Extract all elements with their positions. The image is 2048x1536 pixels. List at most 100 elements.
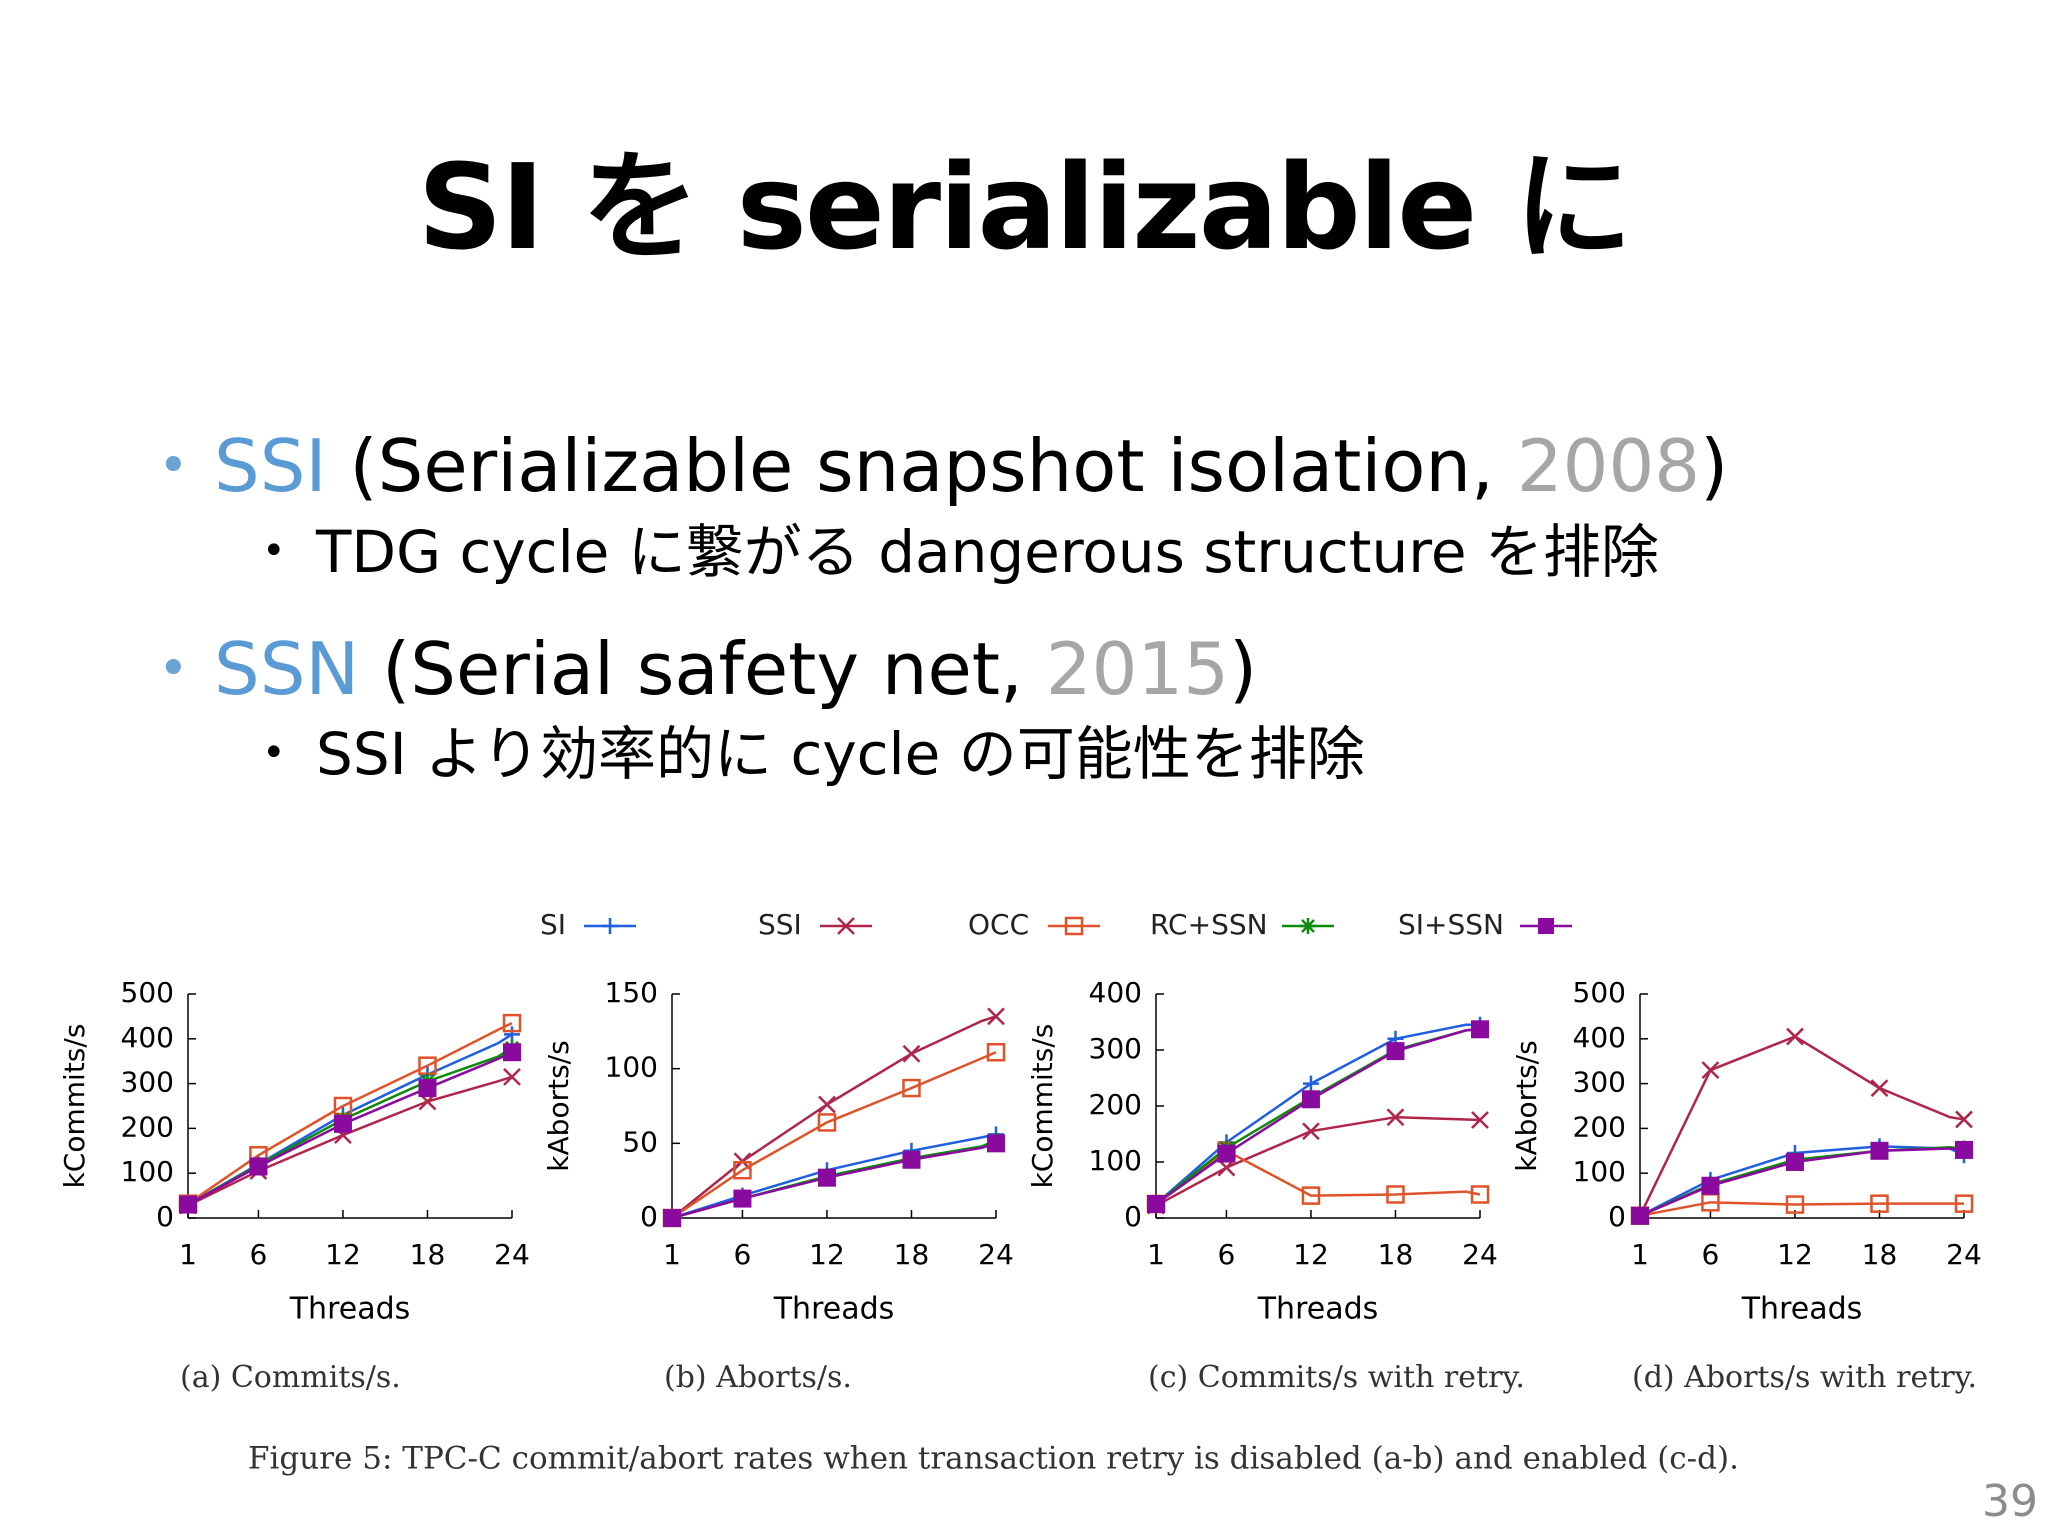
bullet-ssi: • SSI (Serializable snapshot isolation, 2… (158, 430, 1728, 502)
x-axis-label: Threads (289, 1292, 411, 1327)
sub-bullet-dot-icon: • (262, 528, 286, 574)
data-point-SSI (1471, 1111, 1489, 1129)
data-point-SI (1302, 1075, 1319, 1092)
x-tick-label: 1 (663, 1238, 681, 1271)
data-point-SI+SSN (733, 1189, 752, 1208)
y-tick-label: 200 (121, 1110, 174, 1143)
panel-subcaption: (b) Aborts/s. (664, 1360, 852, 1395)
y-tick-label: 400 (1573, 1021, 1626, 1054)
series-line-SSI (1155, 1115, 1481, 1207)
x-tick-label: 12 (1293, 1238, 1329, 1271)
series-line-SI+SSN (187, 1051, 513, 1206)
series-line-SI+SSN (1639, 1147, 1965, 1217)
sub-bullet-ssi: • TDG cycle に繋がる dangerous structure を排除 (262, 523, 1659, 581)
data-point-SI+SSN (1701, 1176, 1720, 1195)
x-tick-label: 24 (494, 1238, 530, 1271)
y-tick-label: 100 (1089, 1144, 1142, 1177)
x-tick-label: 6 (1218, 1238, 1236, 1271)
panel-subcaption: (c) Commits/s with retry. (1148, 1360, 1525, 1395)
data-point-SI+SSN (1631, 1206, 1649, 1225)
data-point-SI+SSN (1870, 1141, 1889, 1160)
series-line-SI+SSN (1155, 1028, 1481, 1206)
y-tick-label: 100 (121, 1155, 174, 1188)
y-tick-label: 0 (640, 1200, 658, 1233)
data-point-SSI (1955, 1110, 1973, 1129)
series-line-SSI (1638, 1035, 1965, 1217)
bullet-close: ) (1229, 627, 1258, 711)
x-tick-label: 6 (1702, 1238, 1720, 1271)
bullet-dot-icon: • (158, 639, 189, 699)
x-tick-label: 18 (1378, 1238, 1414, 1271)
bullet-dot-icon: • (158, 436, 189, 496)
y-tick-label: 300 (121, 1066, 174, 1099)
panel-subcaption: (d) Aborts/s with retry. (1632, 1360, 1977, 1395)
y-tick-label: 0 (1124, 1200, 1142, 1233)
series-line-RC+SSN (1155, 1027, 1481, 1205)
legend-marker-SI (602, 918, 618, 934)
series-line-OCC (1639, 1201, 1964, 1217)
data-point-SSI (1302, 1122, 1320, 1141)
data-point-SSI (503, 1067, 521, 1086)
data-point-OCC (1785, 1195, 1805, 1214)
series-line-OCC (671, 1051, 997, 1220)
data-point-SI+SSN (817, 1168, 836, 1187)
data-point-SI+SSN (333, 1114, 352, 1133)
data-point-SSI (987, 1007, 1005, 1026)
legend-marker-RC+SSN (1300, 918, 1316, 934)
bullet-year: 2008 (1516, 424, 1701, 508)
sub-bullet-text: SSI より効率的に cycle の可能性を排除 (316, 720, 1365, 788)
panel-subcaption: (a) Commits/s. (180, 1360, 401, 1395)
legend-label-OCC: OCC (968, 908, 1029, 941)
y-tick-label: 150 (605, 976, 658, 1009)
legend-label-SSI: SSI (758, 908, 802, 941)
y-tick-label: 500 (1573, 976, 1626, 1009)
series-line-SSI (187, 1075, 513, 1207)
y-axis-label: kCommits/s (58, 1024, 91, 1189)
x-axis-label: Threads (1741, 1292, 1863, 1327)
x-axis-label: Threads (773, 1292, 895, 1327)
y-tick-label: 400 (121, 1021, 174, 1054)
data-point-SSI (818, 1095, 836, 1114)
data-point-SI+SSN (663, 1209, 681, 1227)
data-point-OCC (902, 1078, 921, 1098)
x-tick-label: 1 (1147, 1238, 1165, 1271)
y-tick-label: 200 (1573, 1110, 1626, 1143)
y-axis-label: kAborts/s (542, 1040, 575, 1171)
bullet-ssn: • SSN (Serial safety net, 2015) (158, 633, 1257, 705)
x-axis-label: Threads (1257, 1292, 1379, 1327)
data-point-SSI (1386, 1108, 1405, 1127)
data-point-SSI (1701, 1061, 1720, 1080)
series-line-SI+SSN (671, 1142, 997, 1220)
y-tick-label: 400 (1089, 976, 1142, 1009)
bullet-year: 2015 (1045, 627, 1230, 711)
data-point-OCC (502, 1013, 522, 1033)
sub-bullet-text: TDG cycle に繋がる dangerous structure を排除 (316, 518, 1659, 586)
legend-label-SI: SI (540, 908, 566, 941)
data-point-OCC (733, 1160, 752, 1180)
y-tick-label: 300 (1089, 1032, 1142, 1065)
x-tick-label: 12 (1777, 1238, 1813, 1271)
data-point-OCC (1470, 1185, 1490, 1204)
data-point-SI+SSN (1785, 1153, 1804, 1171)
y-tick-label: 0 (1608, 1200, 1626, 1233)
data-point-SSI (902, 1044, 921, 1063)
data-point-SI+SSN (418, 1079, 437, 1098)
y-axis-label: kAborts/s (1510, 1040, 1543, 1171)
series-line-SSI (671, 1015, 997, 1219)
x-tick-label: 6 (734, 1238, 752, 1271)
legend-label-SI+SSN: SI+SSN (1398, 908, 1504, 941)
series-line-SI (1155, 1023, 1480, 1205)
series-line-SI (671, 1133, 997, 1220)
data-point-SI+SSN (1147, 1195, 1165, 1213)
data-point-OCC (1870, 1194, 1889, 1213)
sub-bullet-dot-icon: • (262, 730, 286, 776)
sub-bullet-ssn: • SSI より効率的に cycle の可能性を排除 (262, 725, 1365, 783)
slide-title: SI を serializable に (417, 138, 1633, 276)
bullet-close: ) (1700, 424, 1729, 508)
data-point-SSI (1786, 1027, 1804, 1046)
data-point-SI+SSN (1301, 1090, 1320, 1109)
series-line-OCC (1155, 1149, 1481, 1205)
x-tick-label: 18 (410, 1238, 446, 1271)
bullet-name: SSI (214, 424, 327, 508)
